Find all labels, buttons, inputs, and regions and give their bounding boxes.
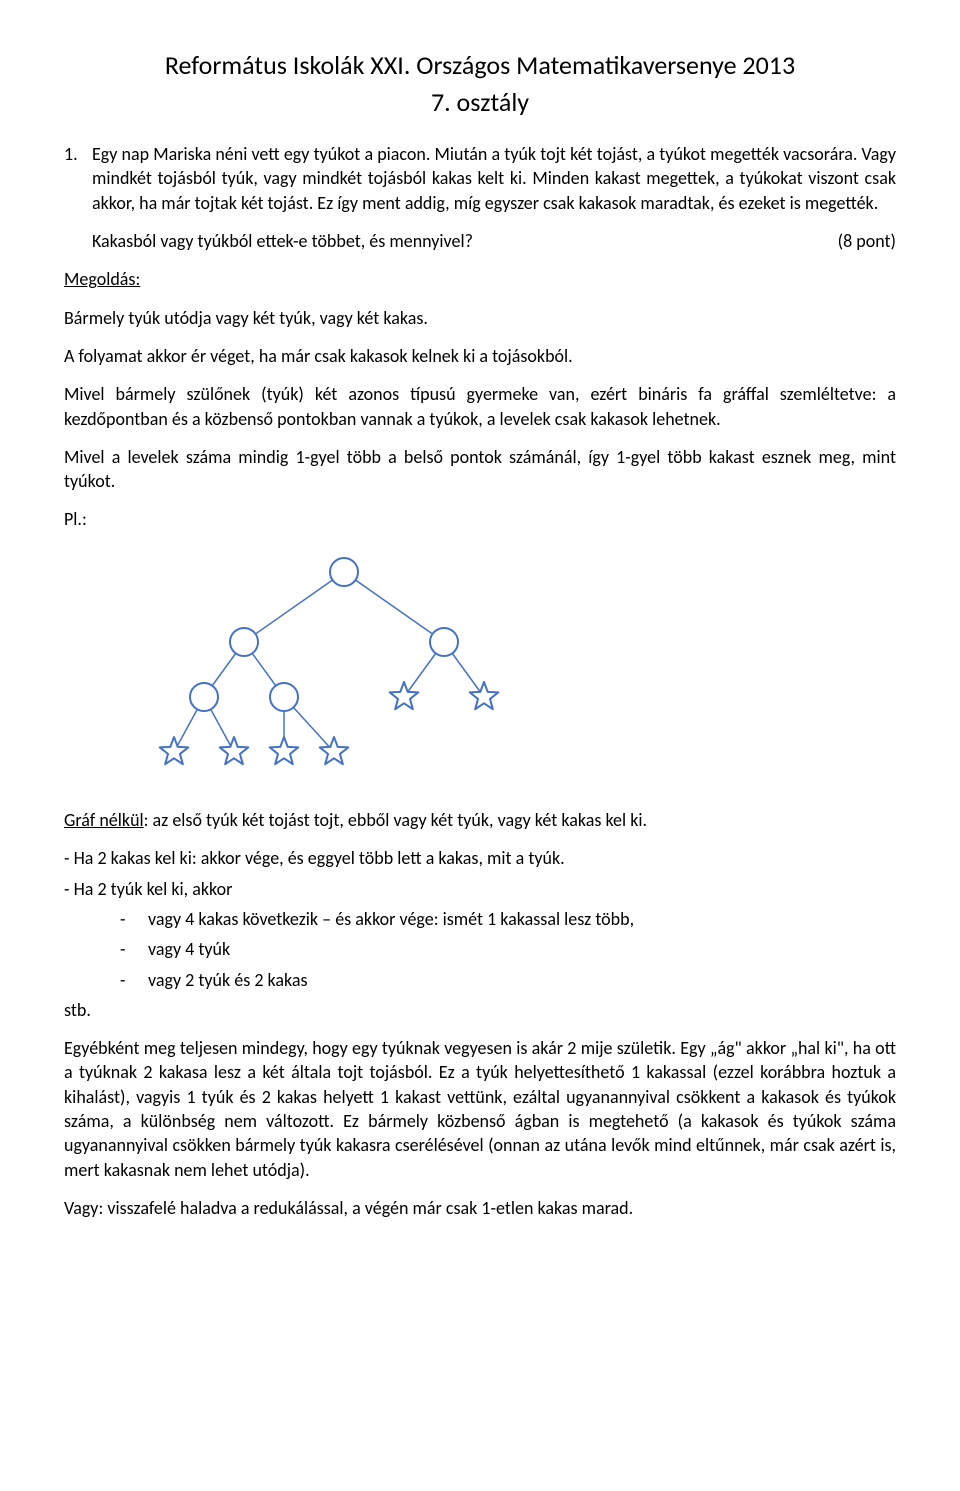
problem-block: 1. Egy nap Mariska néni vett egy tyúkot … — [64, 142, 896, 215]
question-text: Kakasból vagy tyúkból ettek-e többet, és… — [92, 229, 473, 253]
question-row: Kakasból vagy tyúkból ettek-e többet, és… — [92, 229, 896, 253]
page-title: Református Iskolák XXI. Országos Matemat… — [64, 48, 896, 83]
tree-node-star — [470, 682, 499, 709]
closing-p1: Egyébként meg teljesen mindegy, hogy egy… — [64, 1036, 896, 1182]
dash-icon: - — [120, 968, 148, 992]
tree-node-star — [390, 682, 419, 709]
problem-number: 1. — [64, 142, 92, 215]
tree-node-circle — [430, 628, 458, 656]
list-item-text: vagy 4 kakas következik – és akkor vége:… — [148, 907, 634, 931]
dash-icon: - — [120, 907, 148, 931]
list-item: -vagy 2 tyúk és 2 kakas — [120, 968, 896, 992]
nograph-heading: Gráf nélkül — [64, 809, 144, 831]
solution-p1: Bármely tyúk utódja vagy két tyúk, vagy … — [64, 306, 896, 330]
tree-node-star — [160, 737, 189, 764]
dash-icon: - — [120, 937, 148, 961]
solution-p4: Mivel a levelek száma mindig 1-gyel több… — [64, 445, 896, 494]
problem-text: Egy nap Mariska néni vett egy tyúkot a p… — [92, 142, 896, 215]
stb-label: stb. — [64, 998, 896, 1022]
nograph-list: -vagy 4 kakas következik – és akkor vége… — [120, 907, 896, 992]
list-item-text: vagy 4 tyúk — [148, 937, 230, 961]
solution-p3: Mivel bármely szülőnek (tyúk) két azonos… — [64, 382, 896, 431]
solution-heading: Megoldás: — [64, 267, 896, 291]
nograph-line1: - Ha 2 kakas kel ki: akkor vége, és eggy… — [64, 846, 896, 870]
example-label: Pl.: — [64, 507, 896, 531]
tree-node-circle — [270, 683, 298, 711]
tree-node-star — [220, 737, 249, 764]
list-item: -vagy 4 tyúk — [120, 937, 896, 961]
tree-node-circle — [230, 628, 258, 656]
nograph-line2: - Ha 2 tyúk kel ki, akkor — [64, 877, 896, 901]
tree-node-circle — [330, 558, 358, 586]
tree-svg — [114, 552, 544, 772]
solution-p2: A folyamat akkor ér véget, ha már csak k… — [64, 344, 896, 368]
tree-node-circle — [190, 683, 218, 711]
nograph-line0: Gráf nélkül: az első tyúk két tojást toj… — [64, 808, 896, 832]
closing-p2: Vagy: visszafelé haladva a redukálással,… — [64, 1196, 896, 1220]
nograph-rest: : az első tyúk két tojást tojt, ebből va… — [144, 809, 647, 831]
tree-diagram — [114, 552, 896, 778]
list-item-text: vagy 2 tyúk és 2 kakas — [148, 968, 308, 992]
list-item: -vagy 4 kakas következik – és akkor vége… — [120, 907, 896, 931]
tree-node-star — [270, 737, 299, 764]
page-subtitle: 7. osztály — [64, 85, 896, 120]
points-label: (8 pont) — [838, 229, 896, 253]
